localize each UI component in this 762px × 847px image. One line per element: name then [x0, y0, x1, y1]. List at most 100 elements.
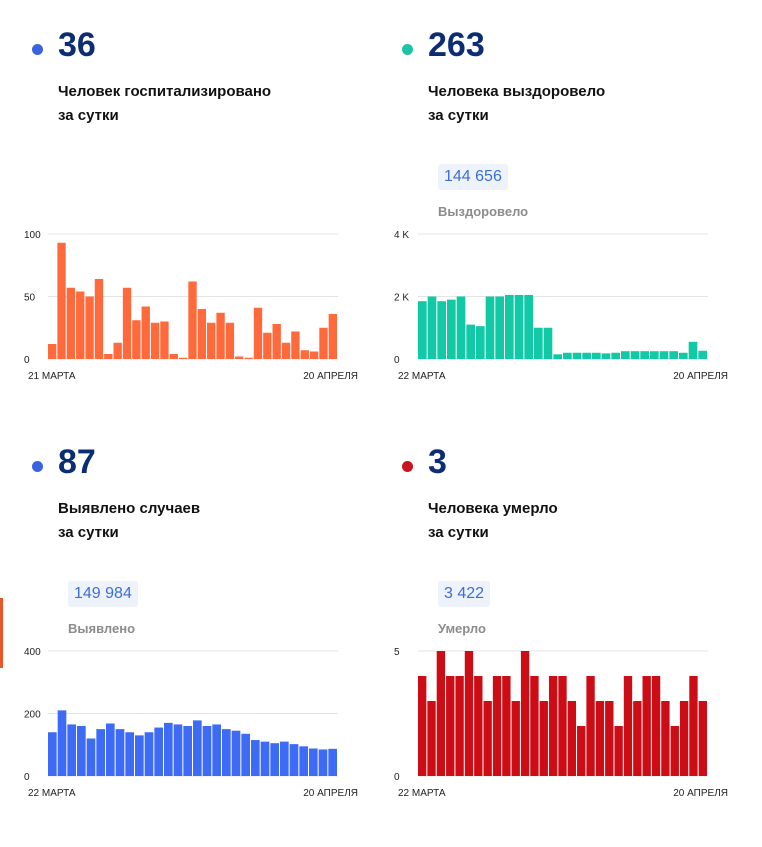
bar	[483, 701, 492, 776]
bar	[309, 748, 318, 776]
deaths-total-label: Умерло	[438, 621, 486, 636]
bar	[94, 279, 104, 359]
bar	[530, 676, 539, 776]
bar	[447, 299, 456, 359]
bar	[319, 327, 328, 359]
bar	[272, 324, 281, 359]
bar	[427, 701, 436, 776]
bar	[418, 676, 427, 776]
bar	[492, 676, 502, 776]
bar	[235, 356, 244, 359]
bar	[207, 322, 216, 359]
bar	[502, 676, 511, 776]
deaths-count: 3	[428, 443, 447, 481]
bar	[577, 726, 586, 776]
y-tick-label: 0	[24, 772, 30, 783]
bar	[553, 354, 562, 359]
bar	[241, 733, 250, 776]
recovered-dot	[402, 44, 413, 55]
bar	[251, 740, 260, 776]
bar	[650, 351, 659, 359]
bar	[633, 701, 642, 776]
y-tick-label: 4 K	[394, 230, 409, 241]
bar	[48, 732, 57, 776]
bar	[132, 320, 141, 359]
recovered-caption: Человека выздоровело за сутки	[428, 80, 605, 128]
edge-artifact	[0, 598, 3, 668]
hospitalized-dot	[32, 44, 43, 55]
y-tick-label: 100	[24, 230, 41, 241]
x-start-label: 22 МАРТА	[28, 788, 76, 799]
bar	[514, 294, 524, 359]
bar	[300, 350, 309, 359]
cases-caption: Выявлено случаев за сутки	[58, 497, 200, 545]
bar	[225, 322, 235, 359]
bar	[173, 724, 183, 776]
bar	[567, 701, 577, 776]
bar	[106, 723, 115, 776]
caption-line1: Человека умерло	[428, 500, 558, 517]
bar	[689, 676, 698, 776]
y-tick-label: 0	[24, 355, 30, 366]
bar	[212, 724, 221, 776]
bar	[582, 352, 591, 359]
deaths-chart: 5 0 22 МАРТА 20 АПРЕЛЯ	[394, 647, 728, 799]
bar	[289, 744, 299, 776]
bar	[688, 341, 698, 359]
cases-total-label: Выявлено	[68, 621, 136, 636]
bar	[154, 727, 163, 776]
bar	[270, 743, 279, 776]
bar	[437, 301, 446, 359]
bar	[280, 741, 289, 776]
bar	[524, 294, 533, 359]
bar	[328, 314, 337, 359]
hospitalized-chart: 100 50 0 21 МАРТА 20 АПРЕЛЯ	[24, 230, 358, 382]
bar	[135, 735, 144, 776]
bar	[216, 312, 225, 359]
bar	[193, 720, 202, 776]
caption-line1: Человека выздоровело	[428, 83, 606, 100]
bar	[57, 242, 66, 359]
bar	[253, 307, 263, 359]
x-start-label: 21 МАРТА	[28, 371, 76, 382]
deaths-total-value: 3 422	[438, 581, 491, 607]
bar	[57, 710, 67, 776]
bar	[178, 357, 188, 359]
bar	[601, 353, 611, 359]
bar	[164, 722, 173, 776]
bar	[505, 294, 514, 359]
bar	[113, 342, 122, 359]
bar	[244, 357, 253, 359]
bar	[642, 676, 651, 776]
bar	[485, 296, 495, 359]
cases-count: 87	[58, 443, 96, 481]
bar	[328, 748, 337, 776]
bar	[299, 746, 308, 776]
bar	[558, 676, 567, 776]
x-end-label: 20 АПРЕЛЯ	[673, 371, 728, 382]
recovered-count: 263	[428, 26, 485, 64]
caption-line1: Человек госпитализировано	[58, 83, 272, 100]
bar	[640, 351, 649, 359]
bar	[495, 296, 504, 359]
panel-deaths: 3 Человека умерло за сутки 3 422 Умерло …	[394, 443, 742, 847]
bar	[611, 352, 620, 359]
bar	[661, 701, 670, 776]
bar	[456, 296, 466, 359]
bar	[698, 350, 707, 359]
caption-line2: за сутки	[428, 524, 489, 541]
bar	[446, 676, 455, 776]
bar	[260, 741, 270, 776]
bar	[141, 306, 150, 359]
panel-cases: 87 Выявлено случаев за сутки 149 984 Выя…	[24, 443, 372, 847]
bar	[474, 676, 483, 776]
y-tick-label: 2 K	[394, 293, 409, 304]
bar	[76, 291, 85, 359]
bar	[85, 296, 94, 359]
bar	[427, 296, 437, 359]
bar	[231, 730, 241, 776]
bar	[659, 351, 669, 359]
recovered-chart: 4 K 2 K 0 22 МАРТА 20 АПРЕЛЯ	[394, 230, 728, 382]
bar	[48, 344, 57, 359]
y-tick-label: 5	[394, 647, 400, 658]
